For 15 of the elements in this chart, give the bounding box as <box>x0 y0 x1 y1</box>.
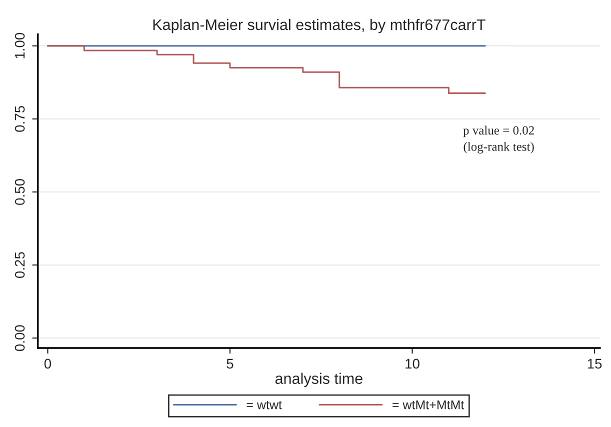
chart-title: Kaplan-Meier survial estimates, by mthfr677carrT <box>153 18 486 34</box>
x-axis-title: analysis time <box>275 372 362 387</box>
legend-label: = wtMt+MtMt <box>392 400 464 410</box>
y-tick-label: 0.75 <box>14 106 25 132</box>
y-tick-label: 0.00 <box>14 325 25 352</box>
x-tick-label: 15 <box>588 358 602 369</box>
annotation: (log-rank test) <box>464 142 534 154</box>
x-tick-label: 5 <box>226 358 234 369</box>
annotation: p value = 0.02 <box>463 126 534 138</box>
x-tick-label: 0 <box>44 358 52 369</box>
x-tick-label: 10 <box>406 358 420 369</box>
y-tick-label: 0.25 <box>14 252 25 278</box>
y-tick-label: 1.00 <box>14 32 25 58</box>
legend-label: = wtwt <box>246 401 282 410</box>
y-tick-label: 0.50 <box>14 178 25 205</box>
